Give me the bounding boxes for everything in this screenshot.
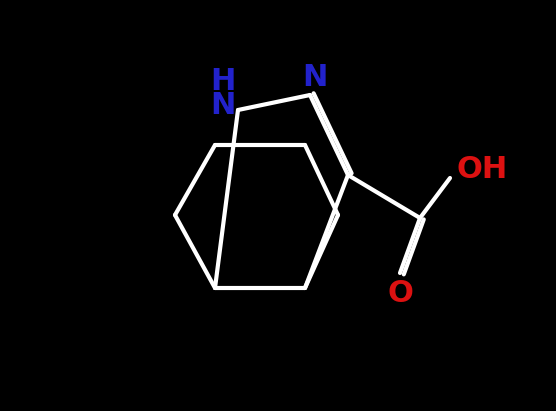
Text: O: O xyxy=(387,279,413,307)
Text: N: N xyxy=(302,62,327,92)
Text: OH: OH xyxy=(456,155,508,185)
Text: H: H xyxy=(210,67,236,97)
Text: N: N xyxy=(210,90,236,120)
